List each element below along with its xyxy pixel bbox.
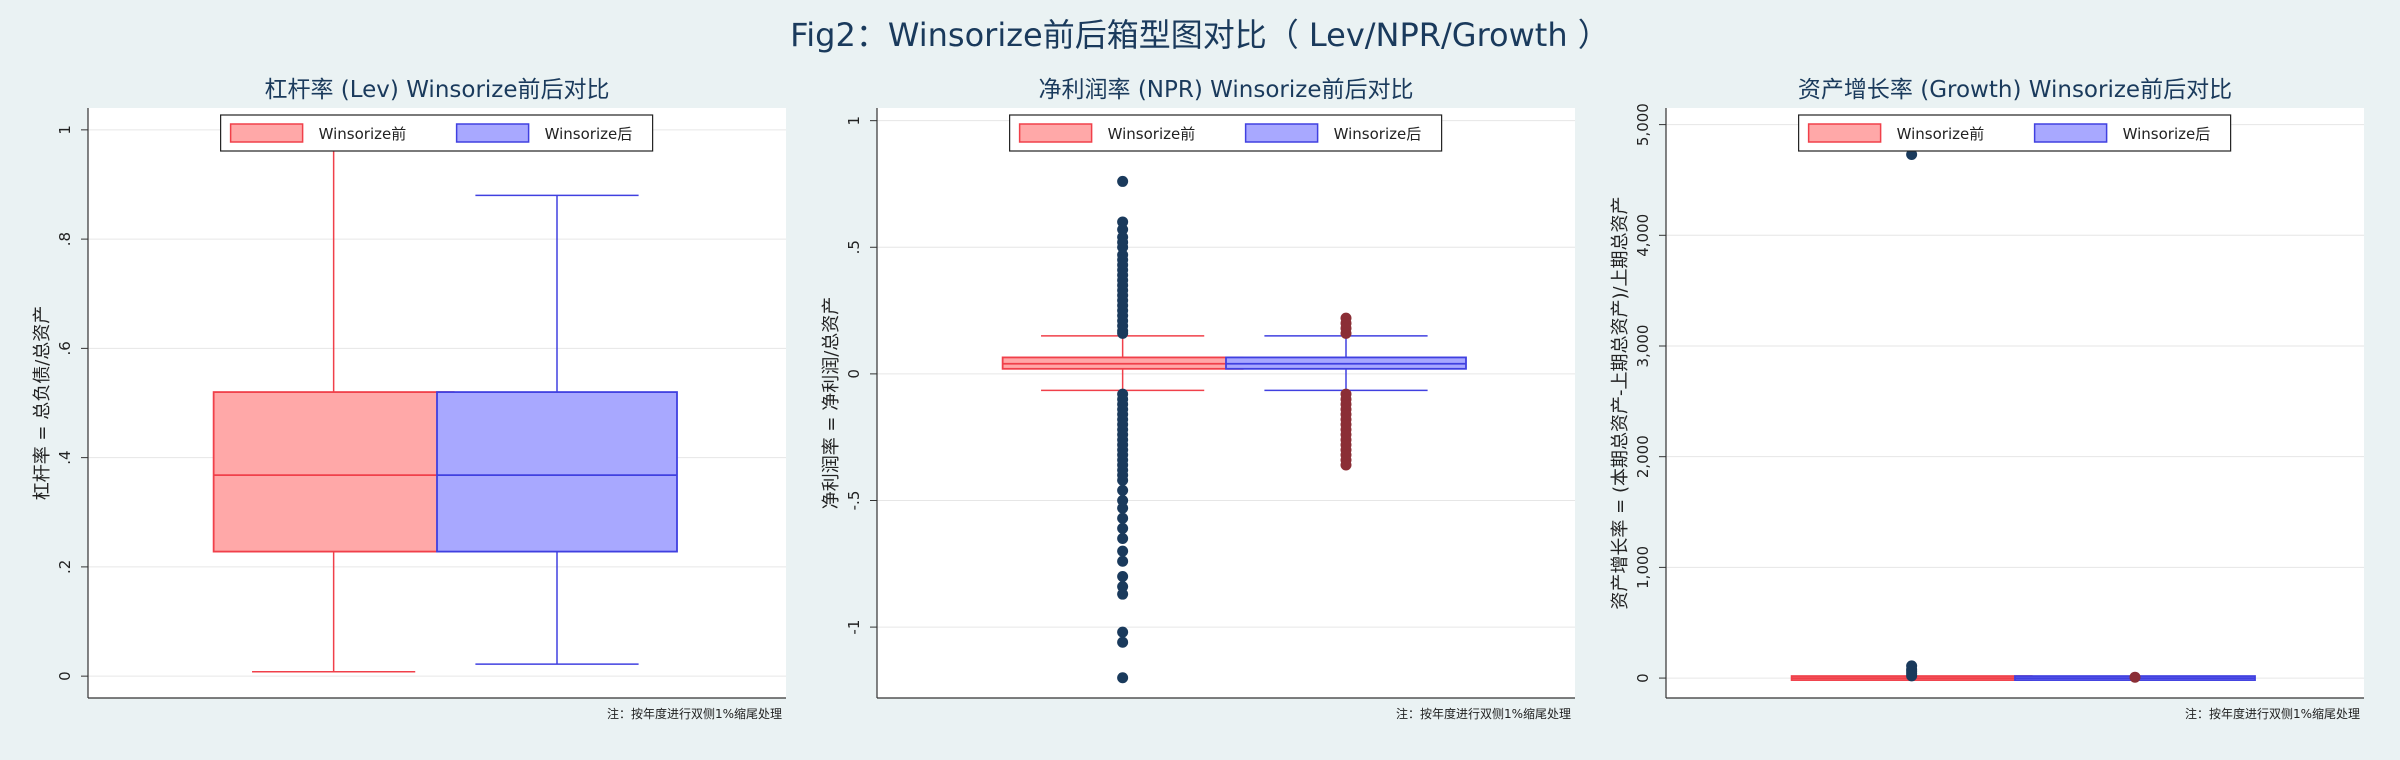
panel2-note: 注：按年度进行双侧1%缩尾处理 [1396, 706, 1571, 721]
panel2-after-outlier-point [1340, 459, 1352, 471]
panel2-ytick-label: -1 [845, 620, 863, 635]
panel3-ytick-label: 1,000 [1634, 546, 1652, 589]
panel1-ytick-label: .4 [56, 450, 74, 464]
panel1-legend-key-2 [455, 123, 530, 143]
panel2-after-outlier-point [1340, 327, 1352, 339]
figure-title: Fig2：Winsorize前后箱型图对比（ Lev/NPR/Growth ） [790, 16, 1610, 54]
panel2-before-outlier-point [1117, 175, 1129, 187]
panel2-before-outlier-point [1117, 512, 1129, 524]
panel2-before-outlier-point [1117, 626, 1129, 638]
panel1-ytick-label: 1 [56, 125, 74, 135]
panel1-legend-label-1: Winsorize前 [319, 125, 407, 143]
panel1-ytick-label: .8 [56, 232, 74, 246]
panel2-before-outlier-point [1117, 484, 1129, 496]
panel2-before-outlier-point [1117, 570, 1129, 582]
panel2-before-outlier-point [1117, 494, 1129, 506]
panel2-before-outlier-point [1117, 522, 1129, 534]
panel2-before-outlier-point [1117, 474, 1129, 486]
panel2-before-outlier-point [1117, 216, 1129, 228]
panel3-after-outlier-point [2129, 671, 2141, 683]
panel2-before-outlier-point [1117, 672, 1129, 684]
panel2-before-outlier-point [1117, 224, 1129, 236]
panel2-before-outlier-point [1117, 241, 1129, 253]
panel2-before-outlier-point [1117, 502, 1129, 514]
panel3-before-outlier-point [1906, 670, 1918, 682]
panel2-before-outlier-point [1117, 327, 1129, 339]
panel3-ytick-label: 4,000 [1634, 214, 1652, 257]
panel2-legend-key-1 [1018, 123, 1093, 143]
panel2-ytick-label: 0 [845, 369, 863, 379]
panel3-title: 资产增长率 (Growth) Winsorize前后对比 [1798, 77, 2232, 103]
panel2-plot-area [877, 108, 1575, 698]
panel2-before-outlier-point [1117, 532, 1129, 544]
panel2-ylabel: 净利润率 = 净利润/总资产 [821, 297, 842, 510]
panel2-before-outlier-point [1117, 581, 1129, 593]
panel3-ytick-label: 5,000 [1634, 103, 1652, 146]
panel2-title: 净利润率 (NPR) Winsorize前后对比 [1039, 77, 1414, 103]
panel3-legend-label-1: Winsorize前 [1897, 125, 1985, 143]
panel3-ylabel: 资产增长率 = (本期总资产-上期总资产)/上期总资产 [1610, 196, 1631, 609]
panel1-note: 注：按年度进行双侧1%缩尾处理 [607, 706, 782, 721]
panel1-title: 杠杆率 (Lev) Winsorize前后对比 [264, 77, 609, 103]
panel3-ytick-label: 2,000 [1634, 435, 1652, 478]
panel3-ytick-label: 0 [1634, 673, 1652, 683]
panel2-before-outlier-point [1117, 636, 1129, 648]
panel2-ytick-label: .5 [845, 240, 863, 254]
panel1-ytick-label: .6 [56, 341, 74, 355]
panel2-legend-label-2: Winsorize后 [1334, 125, 1422, 143]
panel1-before-box [212, 391, 455, 553]
panel3-ytick-label: 3,000 [1634, 325, 1652, 368]
panel2-legend-key-2 [1244, 123, 1319, 143]
panel2-ytick-label: -.5 [845, 491, 863, 511]
panel2-legend-label-1: Winsorize前 [1108, 125, 1196, 143]
panel1-ytick-label: .2 [56, 560, 74, 574]
panel1-ytick-label: 0 [56, 671, 74, 681]
panel3-note: 注：按年度进行双侧1%缩尾处理 [2185, 706, 2360, 721]
panel3-legend-key-1 [1807, 123, 1882, 143]
panel2-ytick-label: 1 [845, 116, 863, 126]
panel3-legend-label-2: Winsorize后 [2123, 125, 2211, 143]
panel2-before-outlier-point [1117, 545, 1129, 557]
panel1-legend-key-1 [229, 123, 304, 143]
panel2-before-outlier-point [1117, 588, 1129, 600]
panel3-legend-key-2 [2033, 123, 2108, 143]
panel1-ylabel: 杠杆率 = 总负债/总资产 [32, 306, 53, 501]
panel1-after-box [436, 391, 678, 553]
panel1-legend-label-2: Winsorize后 [545, 125, 633, 143]
panel3-before-outlier-point [1906, 148, 1918, 160]
panel3-plot-area [1666, 108, 2364, 698]
panel2-before-outlier-point [1117, 555, 1129, 567]
